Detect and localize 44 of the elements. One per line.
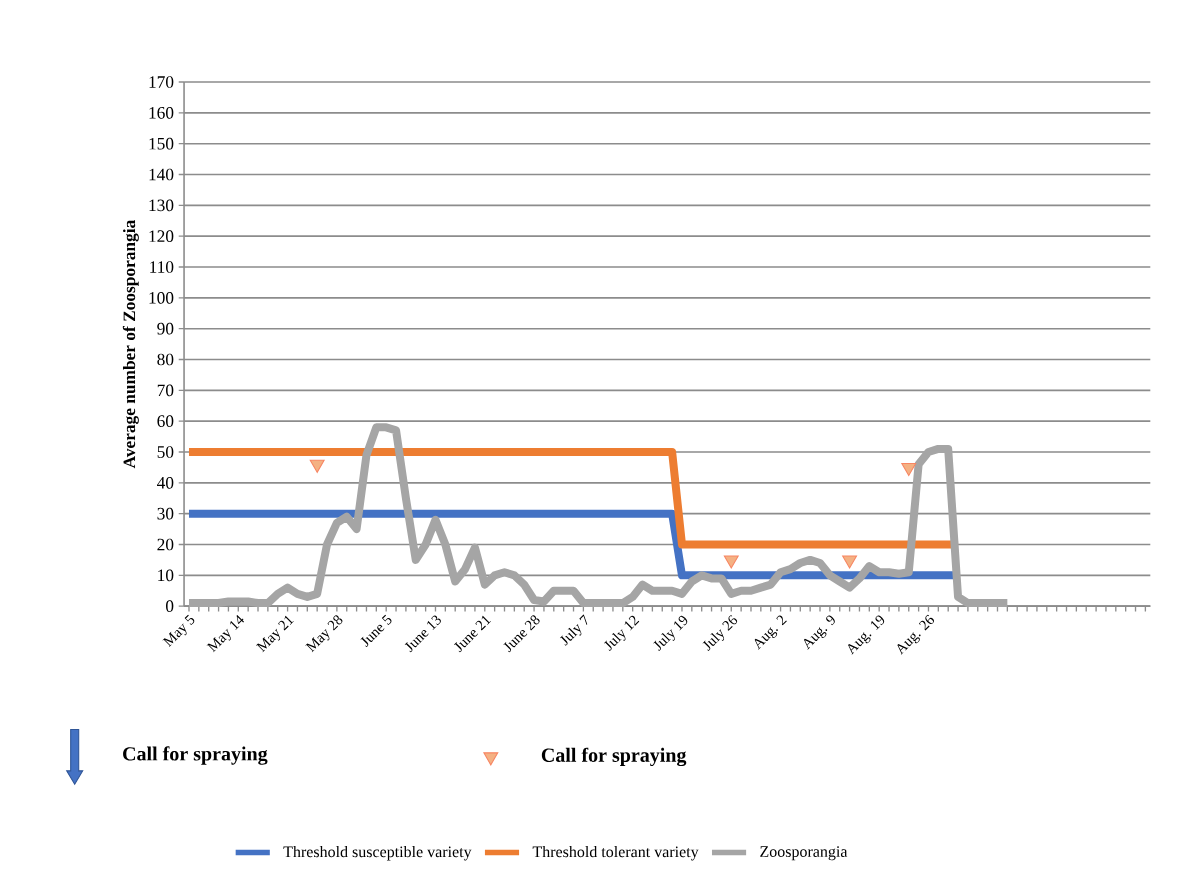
y-tick-label: 110 bbox=[150, 261, 174, 273]
y-axis-title: Average number of Zoosporangia bbox=[122, 219, 139, 469]
y-tick-label: 140 bbox=[149, 168, 174, 181]
y-tick-label: 10 bbox=[158, 569, 174, 582]
y-tick-label: 50 bbox=[157, 446, 174, 458]
point bbox=[723, 555, 739, 569]
y-tick-label: 160 bbox=[149, 106, 174, 119]
y-tick-label: 120 bbox=[149, 230, 174, 242]
legend-label: Threshold susceptible variety bbox=[283, 845, 472, 861]
y-tick-label: 70 bbox=[157, 384, 174, 397]
x-tick-label: July 19 bbox=[653, 615, 688, 651]
point bbox=[901, 462, 917, 476]
legend-label: Threshold tolerant variety bbox=[532, 845, 699, 861]
x-tick-label: May 28 bbox=[305, 615, 343, 653]
text: Call for spraying bbox=[123, 746, 268, 765]
y-tick-label: 30 bbox=[157, 507, 174, 520]
y-tick-label: 60 bbox=[157, 415, 174, 427]
x-tick-label: June 13 bbox=[404, 615, 441, 653]
x-tick-label: Aug. 19 bbox=[848, 615, 885, 655]
x-tick-label: May 14 bbox=[206, 614, 245, 653]
x-tick-label: Aug. 9 bbox=[803, 615, 835, 650]
y-tick-label: 150 bbox=[149, 137, 174, 150]
y-tick-label: 100 bbox=[149, 291, 174, 304]
y-tick-label: 130 bbox=[149, 199, 174, 212]
x-tick-label: July 7 bbox=[559, 614, 588, 646]
y-tick-label: 80 bbox=[157, 353, 174, 366]
x-tick-label: July 26 bbox=[702, 614, 738, 651]
y-tick-label: 20 bbox=[157, 538, 174, 551]
x-tick-label: June 28 bbox=[503, 615, 540, 653]
legend-label: Zoosporangia bbox=[760, 846, 848, 861]
x-tick-label: May 5 bbox=[162, 614, 195, 647]
y-tick-label: 90 bbox=[157, 322, 174, 335]
x-tick-label: July 12 bbox=[604, 615, 640, 651]
x-tick-label: June 5 bbox=[360, 614, 392, 647]
legend-label: Call for spraying bbox=[541, 747, 687, 767]
x-tick-label: Aug. 2 bbox=[754, 615, 787, 650]
x-tick-label: Aug. 26 bbox=[897, 614, 935, 655]
y-tick-label: 40 bbox=[157, 476, 174, 489]
y-tick-label: 0 bbox=[166, 600, 174, 612]
x-tick-label: June 21 bbox=[454, 615, 492, 653]
point bbox=[842, 555, 858, 569]
y-tick-label: 170 bbox=[149, 76, 174, 88]
point bbox=[309, 459, 325, 473]
x-tick-label: May 21 bbox=[255, 615, 294, 653]
